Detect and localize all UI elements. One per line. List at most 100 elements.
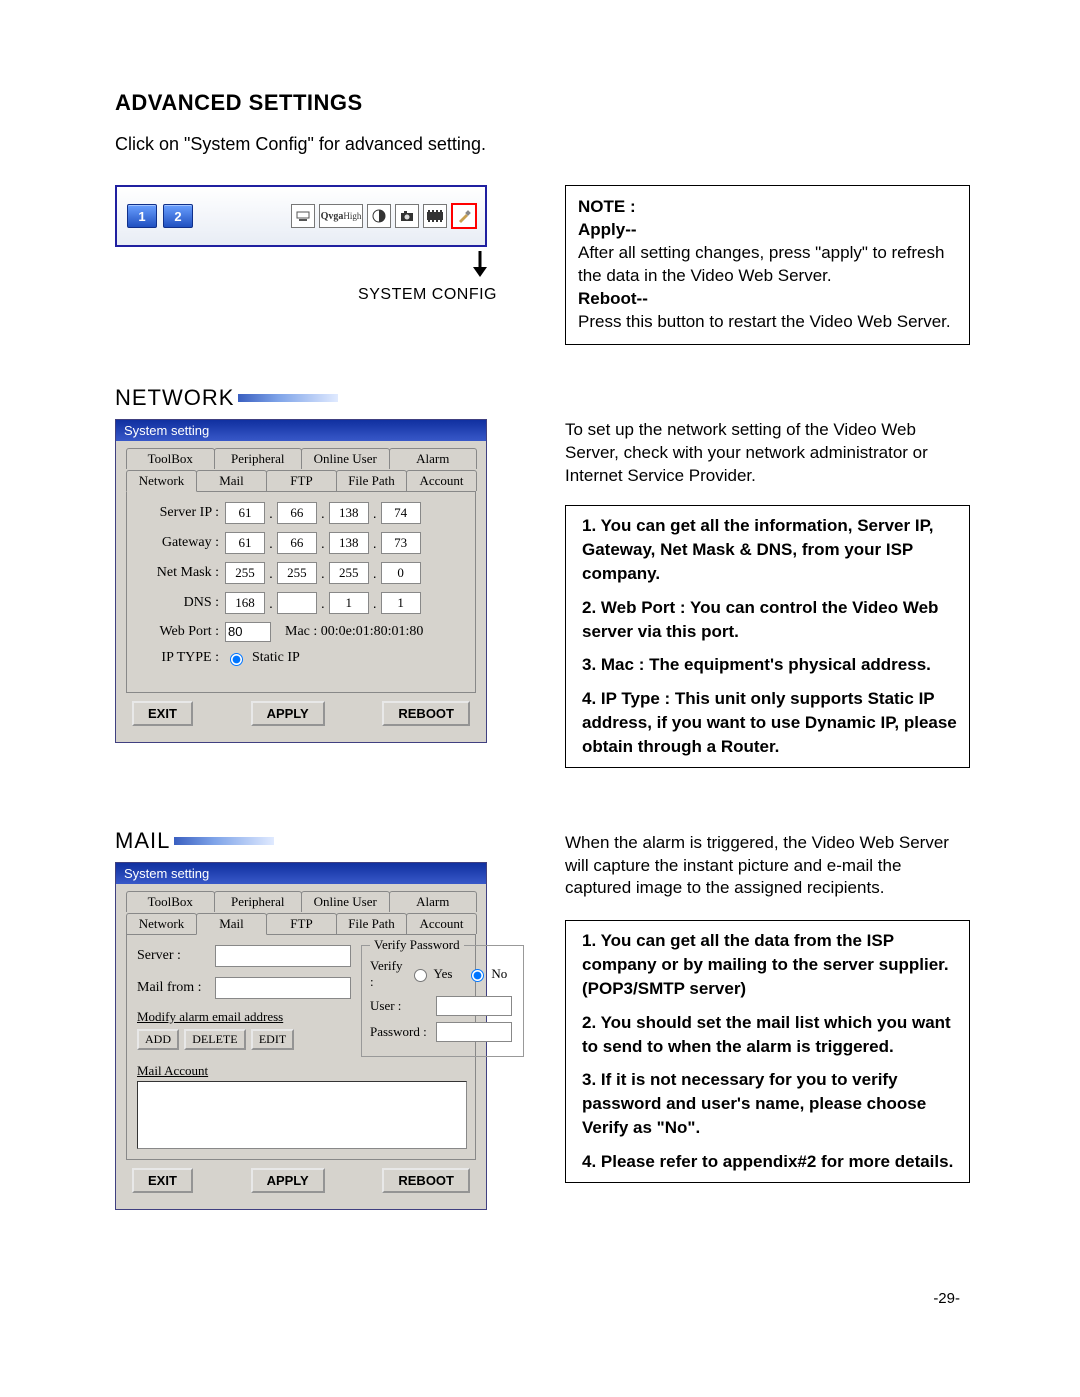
server-ip-4[interactable] xyxy=(381,502,421,524)
tab-ftp-2[interactable]: FTP xyxy=(266,913,337,934)
page-title: ADVANCED SETTINGS xyxy=(115,90,970,116)
verify-legend: Verify Password xyxy=(370,937,464,953)
iptype-static-radio[interactable] xyxy=(230,653,243,666)
server-ip-1[interactable] xyxy=(225,502,265,524)
tab-network[interactable]: Network xyxy=(126,470,197,492)
arrow-down xyxy=(115,247,505,282)
toolbar-btn-2[interactable]: 2 xyxy=(163,204,193,228)
gateway-2[interactable] xyxy=(277,532,317,554)
mac-label: Mac : xyxy=(285,624,317,639)
server-ip-3[interactable] xyxy=(329,502,369,524)
network-info-2: 2. Web Port : You can control the Video … xyxy=(582,596,957,644)
contrast-icon[interactable] xyxy=(367,204,391,228)
network-info-3: 3. Mac : The equipment's physical addres… xyxy=(582,653,957,677)
netmask-label: Net Mask : xyxy=(137,565,225,581)
apply-label: Apply-- xyxy=(578,220,637,239)
user-input[interactable] xyxy=(436,996,512,1016)
server-input[interactable] xyxy=(215,945,351,967)
verify-fieldset: Verify Password Verify : Yes No User : xyxy=(361,945,524,1057)
mail-info-4: 4. Please refer to appendix#2 for more d… xyxy=(582,1150,957,1174)
reboot-button[interactable]: REBOOT xyxy=(382,701,470,726)
tab-online-user-2[interactable]: Online User xyxy=(301,891,390,912)
iptype-label: IP TYPE : xyxy=(137,650,225,666)
netmask-2[interactable] xyxy=(277,562,317,584)
tab-peripheral[interactable]: Peripheral xyxy=(214,448,303,469)
tab-account[interactable]: Account xyxy=(406,470,477,491)
apply-button-2[interactable]: APPLY xyxy=(251,1168,325,1193)
tab-online-user[interactable]: Online User xyxy=(301,448,390,469)
page-number: -29- xyxy=(115,1290,970,1307)
gateway-4[interactable] xyxy=(381,532,421,554)
mail-info-box: 1. You can get all the data from the ISP… xyxy=(565,920,970,1182)
dns-4[interactable] xyxy=(381,592,421,614)
tab-peripheral-2[interactable]: Peripheral xyxy=(214,891,303,912)
mac-value: 00:0e:01:80:01:80 xyxy=(321,624,424,639)
system-config-icon[interactable] xyxy=(451,203,477,229)
mailfrom-label: Mail from : xyxy=(137,980,215,996)
network-icon[interactable] xyxy=(291,204,315,228)
note-heading: NOTE : xyxy=(578,197,636,216)
edit-button[interactable]: EDIT xyxy=(251,1029,294,1050)
gateway-3[interactable] xyxy=(329,532,369,554)
network-heading: NETWORK xyxy=(115,385,970,411)
tab-account-2[interactable]: Account xyxy=(406,913,477,934)
mail-account-listbox[interactable] xyxy=(137,1081,467,1149)
tab-toolbox-2[interactable]: ToolBox xyxy=(126,891,215,912)
mailfrom-input[interactable] xyxy=(215,977,351,999)
server-ip-label: Server IP : xyxy=(137,505,225,521)
film-icon[interactable] xyxy=(423,204,447,228)
reboot-button-2[interactable]: REBOOT xyxy=(382,1168,470,1193)
netmask-4[interactable] xyxy=(381,562,421,584)
tab-toolbox[interactable]: ToolBox xyxy=(126,448,215,469)
verify-no-radio[interactable] xyxy=(471,969,484,982)
reboot-label: Reboot-- xyxy=(578,289,648,308)
network-panel: Server IP : . . . Gateway : . xyxy=(126,491,476,693)
qvga-toggle[interactable]: QvgaHigh xyxy=(319,204,363,228)
webport-input[interactable] xyxy=(225,622,271,642)
mail-dialog: System setting ToolBox Peripheral Online… xyxy=(115,862,487,1210)
add-button[interactable]: ADD xyxy=(137,1029,179,1050)
tab-ftp[interactable]: FTP xyxy=(266,470,337,491)
camera-icon[interactable] xyxy=(395,204,419,228)
dns-2[interactable] xyxy=(277,592,317,614)
server-label: Server : xyxy=(137,948,215,964)
network-dialog: System setting ToolBox Peripheral Online… xyxy=(115,419,487,743)
dialog-title-mail: System setting xyxy=(116,863,486,884)
server-ip-2[interactable] xyxy=(277,502,317,524)
intro-text: Click on "System Config" for advanced se… xyxy=(115,134,970,155)
user-label: User : xyxy=(370,998,430,1014)
toolbar-btn-1[interactable]: 1 xyxy=(127,204,157,228)
tab-mail-2[interactable]: Mail xyxy=(196,913,267,935)
note-box: NOTE : Apply-- After all setting changes… xyxy=(565,185,970,345)
exit-button[interactable]: EXIT xyxy=(132,701,193,726)
tab-file-path-2[interactable]: File Path xyxy=(336,913,407,934)
network-intro: To set up the network setting of the Vid… xyxy=(565,419,970,488)
gateway-1[interactable] xyxy=(225,532,265,554)
modify-label: Modify alarm email address xyxy=(137,1009,351,1025)
toolbar: 1 2 QvgaHigh xyxy=(115,185,487,247)
apply-text: After all setting changes, press "apply"… xyxy=(578,242,957,288)
apply-button[interactable]: APPLY xyxy=(251,701,325,726)
tab-file-path[interactable]: File Path xyxy=(336,470,407,491)
network-info-box: 1. You can get all the information, Serv… xyxy=(565,505,970,767)
mail-info-2: 2. You should set the mail list which yo… xyxy=(582,1011,957,1059)
verify-no-label: No xyxy=(491,966,507,982)
password-label: Password : xyxy=(370,1024,430,1040)
tab-alarm-2[interactable]: Alarm xyxy=(389,891,478,912)
dialog-title: System setting xyxy=(116,420,486,441)
verify-yes-radio[interactable] xyxy=(414,969,427,982)
password-input[interactable] xyxy=(436,1022,512,1042)
reboot-text: Press this button to restart the Video W… xyxy=(578,311,957,334)
exit-button-2[interactable]: EXIT xyxy=(132,1168,193,1193)
netmask-3[interactable] xyxy=(329,562,369,584)
delete-button[interactable]: DELETE xyxy=(184,1029,245,1050)
system-config-label: SYSTEM CONFIG xyxy=(115,286,505,304)
tab-alarm[interactable]: Alarm xyxy=(389,448,478,469)
netmask-1[interactable] xyxy=(225,562,265,584)
dns-1[interactable] xyxy=(225,592,265,614)
tab-network-2[interactable]: Network xyxy=(126,913,197,934)
mail-account-label: Mail Account xyxy=(137,1063,465,1079)
dns-3[interactable] xyxy=(329,592,369,614)
network-info-1: 1. You can get all the information, Serv… xyxy=(582,514,957,585)
tab-mail[interactable]: Mail xyxy=(196,470,267,491)
